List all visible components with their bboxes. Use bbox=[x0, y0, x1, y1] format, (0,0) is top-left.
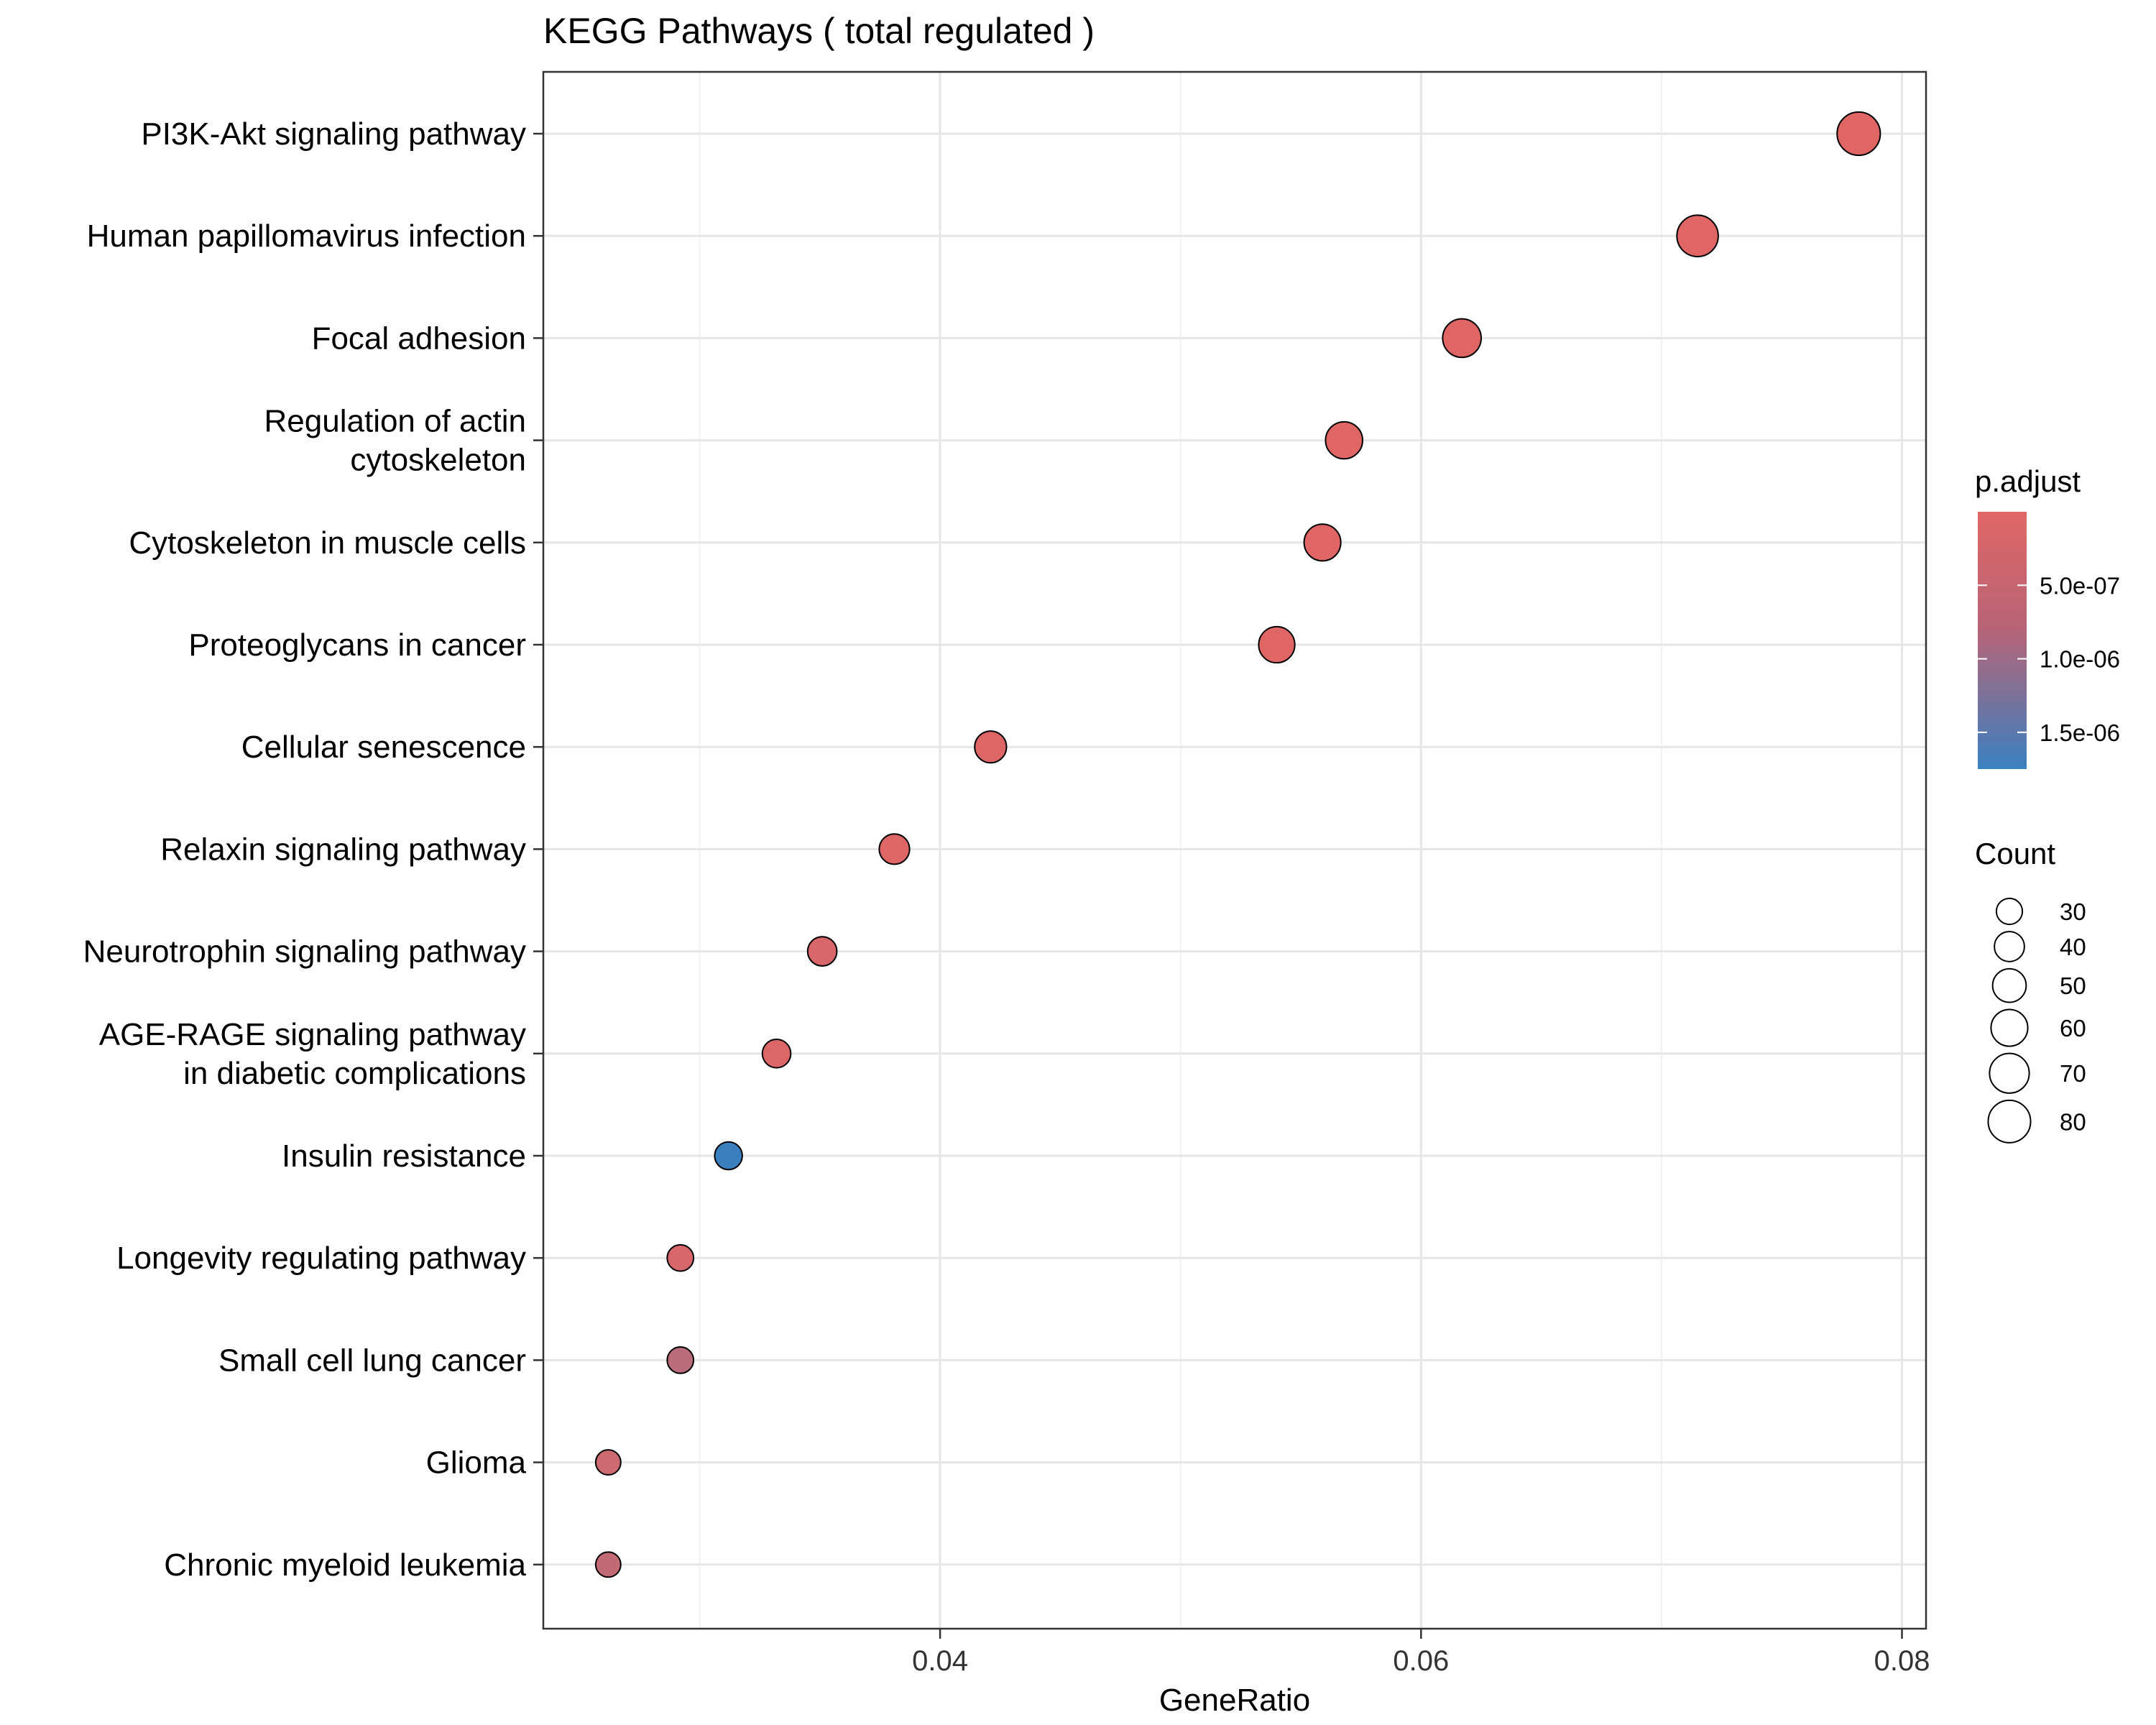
y-tick-label-line: Focal adhesion bbox=[312, 321, 526, 356]
y-tick-label: PI3K-Akt signaling pathway bbox=[141, 116, 526, 152]
color-legend-label: 1.5e-06 bbox=[2040, 719, 2120, 746]
x-tick-label: 0.08 bbox=[1874, 1645, 1930, 1677]
size-legend-circle bbox=[1995, 897, 2024, 926]
data-point bbox=[878, 833, 911, 865]
color-legend-ticks: 5.0e-07 1.0e-06 1.5e-06 bbox=[1978, 572, 2120, 746]
y-tick-label-line: Regulation of actin bbox=[264, 404, 526, 439]
size-legend-title: Count bbox=[1975, 837, 2055, 870]
y-tick-label: Small cell lung cancer bbox=[218, 1343, 526, 1378]
data-point bbox=[1442, 318, 1483, 359]
data-point bbox=[714, 1141, 743, 1171]
color-legend-label: 1.0e-06 bbox=[2040, 646, 2120, 673]
data-point bbox=[1303, 523, 1342, 562]
size-legend-label: 30 bbox=[2060, 898, 2086, 925]
y-tick-label-line: Insulin resistance bbox=[282, 1138, 526, 1174]
color-legend: p.adjust 5.0e-07 1.0e-06 1.5e-06 bbox=[1975, 464, 2120, 769]
y-tick-label: Glioma bbox=[426, 1445, 527, 1481]
size-legend-label: 80 bbox=[2060, 1108, 2086, 1135]
data-point bbox=[666, 1243, 695, 1272]
data-point bbox=[1258, 625, 1296, 664]
x-axis: 0.04 0.06 0.08 bbox=[912, 1629, 1930, 1677]
y-tick-label: Longevity regulating pathway bbox=[116, 1241, 526, 1276]
y-tick-label: Relaxin signaling pathway bbox=[160, 832, 526, 867]
y-tick-label-line: PI3K-Akt signaling pathway bbox=[141, 116, 526, 152]
y-tick-label-line: Cellular senescence bbox=[241, 730, 526, 765]
data-point bbox=[1325, 420, 1364, 460]
y-tick-label-line: Human papillomavirus infection bbox=[87, 218, 526, 254]
size-legend-circle bbox=[1990, 1008, 2029, 1047]
size-legend-circle bbox=[1991, 967, 2027, 1003]
data-point bbox=[594, 1449, 622, 1476]
size-legend-items: 30 40 50 60 70 80 bbox=[1987, 897, 2086, 1144]
size-legend-label: 60 bbox=[2060, 1015, 2086, 1041]
y-tick-label-line: Chronic myeloid leukemia bbox=[164, 1547, 526, 1583]
y-tick-label: Cellular senescence bbox=[241, 730, 526, 765]
y-tick-label-line: Longevity regulating pathway bbox=[116, 1241, 526, 1276]
y-tick-label: Insulin resistance bbox=[282, 1138, 526, 1174]
y-tick-label: AGE-RAGE signaling pathway in diabetic co… bbox=[99, 1017, 526, 1091]
y-tick-label: Focal adhesion bbox=[312, 321, 526, 356]
major-gridlines bbox=[543, 72, 1926, 1629]
data-point bbox=[1676, 214, 1719, 257]
data-point bbox=[806, 936, 838, 967]
y-tick-label-line: Small cell lung cancer bbox=[218, 1343, 526, 1378]
data-points bbox=[594, 111, 1881, 1578]
chart-title: KEGG Pathways ( total regulated ) bbox=[543, 11, 1095, 51]
data-point bbox=[594, 1551, 622, 1578]
size-legend-label: 40 bbox=[2060, 934, 2086, 960]
data-point bbox=[974, 730, 1008, 764]
y-tick-label: Neurotrophin signaling pathway bbox=[83, 934, 526, 970]
y-tick-label: Proteoglycans in cancer bbox=[188, 627, 526, 663]
data-point bbox=[666, 1346, 695, 1374]
y-tick-label-line: in diabetic complications bbox=[183, 1056, 526, 1091]
size-legend-circle bbox=[1987, 1099, 2032, 1144]
data-point bbox=[1836, 111, 1881, 157]
plot-panel bbox=[542, 70, 1927, 1630]
y-tick-label-line: Cytoskeleton in muscle cells bbox=[129, 525, 526, 561]
size-legend-circle bbox=[1989, 1052, 2030, 1094]
size-legend-label: 50 bbox=[2060, 972, 2086, 999]
color-legend-title: p.adjust bbox=[1975, 464, 2081, 498]
y-tick-label-line: Proteoglycans in cancer bbox=[188, 627, 526, 663]
y-tick-label: Regulation of actin cytoskeleton bbox=[264, 404, 526, 478]
x-axis-title: GeneRatio bbox=[1159, 1683, 1310, 1718]
y-tick-label-line: cytoskeleton bbox=[350, 443, 526, 478]
color-legend-label: 5.0e-07 bbox=[2040, 572, 2120, 599]
y-tick-label-line: Neurotrophin signaling pathway bbox=[83, 934, 526, 970]
y-tick-label: Cytoskeleton in muscle cells bbox=[129, 525, 526, 561]
size-legend-circle bbox=[1994, 931, 2025, 962]
size-legend-label: 70 bbox=[2060, 1060, 2086, 1087]
plot-background bbox=[543, 72, 1926, 1629]
x-tick-label: 0.06 bbox=[1393, 1645, 1449, 1677]
y-tick-label: Human papillomavirus infection bbox=[87, 218, 526, 254]
minor-gridlines bbox=[699, 72, 1662, 1629]
y-tick-label-line: AGE-RAGE signaling pathway bbox=[99, 1017, 526, 1052]
y-tick-label-line: Glioma bbox=[426, 1445, 527, 1481]
color-legend-bar bbox=[1978, 512, 2027, 769]
data-point bbox=[761, 1039, 792, 1069]
size-legend: Count 30 40 50 60 70 80 bbox=[1975, 837, 2086, 1144]
y-axis: PI3K-Akt signaling pathway Human papillom… bbox=[83, 116, 543, 1583]
y-tick-label: Chronic myeloid leukemia bbox=[164, 1547, 526, 1583]
plot-border bbox=[542, 70, 1927, 1630]
x-tick-label: 0.04 bbox=[912, 1645, 968, 1677]
y-tick-label-line: Relaxin signaling pathway bbox=[160, 832, 526, 867]
